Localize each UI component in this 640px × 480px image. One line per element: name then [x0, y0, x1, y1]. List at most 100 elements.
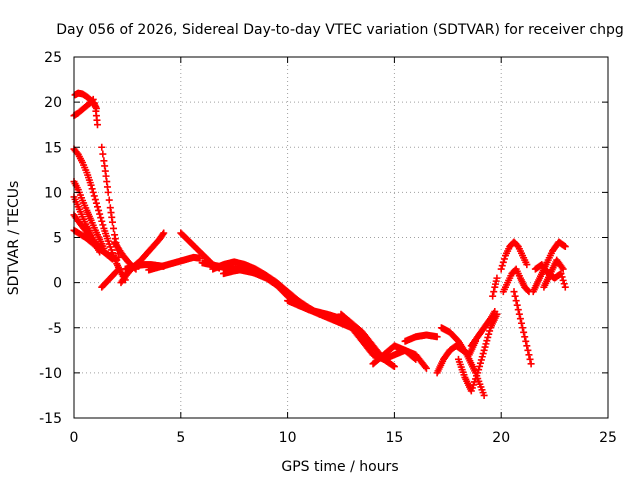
data-point-interp — [520, 328, 528, 336]
data-point-interp — [105, 196, 113, 204]
y-tick-label: 20 — [44, 95, 62, 111]
x-tick-label: 25 — [599, 430, 617, 446]
series-trace-32 — [540, 256, 567, 291]
data-point-interp — [516, 315, 524, 323]
chart-title: Day 056 of 2026, Sidereal Day-to-day VTE… — [56, 22, 624, 38]
data-point-interp — [560, 280, 568, 288]
data-point-interp — [483, 337, 491, 345]
series-trace-21 — [401, 331, 441, 345]
series-trace-27 — [497, 238, 531, 273]
data-point — [160, 229, 168, 237]
data-point — [390, 363, 398, 371]
series-trace-2 — [71, 89, 100, 112]
data-point — [559, 265, 567, 273]
data-point — [514, 306, 522, 314]
series-trace-26 — [489, 274, 501, 300]
data-point-interp — [476, 359, 484, 367]
series-trace-23 — [437, 324, 488, 399]
data-point-interp — [558, 273, 566, 281]
data-point — [96, 210, 104, 218]
data-point-interp — [484, 333, 492, 341]
y-tick-label: -15 — [39, 411, 62, 427]
series-trace-29 — [510, 288, 535, 368]
data-point — [523, 261, 531, 269]
data-point — [422, 364, 430, 372]
data-point-interp — [524, 346, 532, 354]
data-point — [519, 324, 527, 332]
data-point — [497, 265, 505, 273]
data-point-interp — [511, 292, 519, 300]
data-point-interp — [486, 327, 494, 335]
data-point-interp — [90, 192, 98, 200]
data-point — [527, 360, 535, 368]
data-point-interp — [475, 366, 483, 374]
data-point — [474, 369, 482, 377]
data-point-interp — [89, 188, 97, 196]
data-point-interp — [526, 355, 534, 363]
data-point — [98, 143, 106, 151]
data-point-interp — [559, 276, 567, 284]
series-trace-25 — [467, 308, 499, 350]
data-point-interp — [482, 340, 490, 348]
data-point-interp — [479, 350, 487, 358]
grid-lines — [74, 57, 608, 418]
y-tick-label: 25 — [44, 50, 62, 66]
data-point — [523, 342, 531, 350]
data-point-interp — [98, 217, 106, 225]
data-point — [561, 283, 569, 291]
data-point — [87, 181, 95, 189]
data-point-interp — [476, 362, 484, 370]
data-point — [91, 196, 99, 204]
data-point-interp — [93, 203, 101, 211]
x-tick-label: 20 — [492, 430, 510, 446]
x-tick-label: 15 — [385, 430, 403, 446]
series-trace-30 — [529, 238, 569, 296]
series-trace-8 — [70, 226, 121, 264]
y-tick-label: 10 — [44, 185, 62, 201]
data-point-interp — [512, 297, 520, 305]
data-point — [115, 265, 123, 273]
data-point-interp — [524, 287, 532, 295]
y-tick-label: 0 — [53, 276, 62, 292]
x-tick-label: 10 — [279, 430, 297, 446]
data-point — [93, 121, 101, 129]
data-point-interp — [521, 333, 529, 341]
data-point-interp — [92, 199, 100, 207]
data-point-interp — [481, 343, 489, 351]
data-point — [433, 333, 441, 341]
data-point — [196, 254, 204, 262]
series-trace-20 — [369, 342, 430, 372]
data-point-interp — [499, 258, 507, 266]
data-point — [561, 243, 569, 251]
data-point-interp — [99, 221, 107, 229]
data-point — [557, 270, 565, 278]
data-point — [104, 188, 112, 196]
data-point — [480, 391, 488, 399]
data-point-interp — [517, 319, 525, 327]
data-point — [113, 256, 121, 264]
data-point-interp — [478, 353, 486, 361]
data-point — [491, 308, 499, 316]
x-tick-label: 0 — [70, 430, 79, 446]
series-trace-28 — [499, 265, 533, 296]
data-point-interp — [110, 224, 118, 232]
data-point-interp — [558, 264, 566, 272]
data-point — [493, 274, 501, 282]
data-point-interp — [515, 310, 523, 318]
data-point-interp — [99, 150, 107, 158]
data-point-interp — [421, 363, 429, 371]
series-trace-31 — [531, 261, 569, 291]
data-point — [489, 292, 497, 300]
data-point-interp — [95, 206, 103, 214]
y-tick-label: -5 — [48, 321, 62, 337]
y-tick-label: 15 — [44, 140, 62, 156]
data-point-interp — [490, 288, 498, 296]
data-point-interp — [97, 214, 105, 222]
data-point — [480, 346, 488, 354]
data-point-interp — [159, 230, 167, 238]
data-point — [510, 288, 518, 296]
axis-ticks: 0 5 10 15 20 25 -15 -10 -5 0 5 10 15 20 25 — [39, 50, 617, 446]
y-tick-label: -10 — [39, 366, 62, 382]
data-point-interp — [88, 185, 96, 193]
